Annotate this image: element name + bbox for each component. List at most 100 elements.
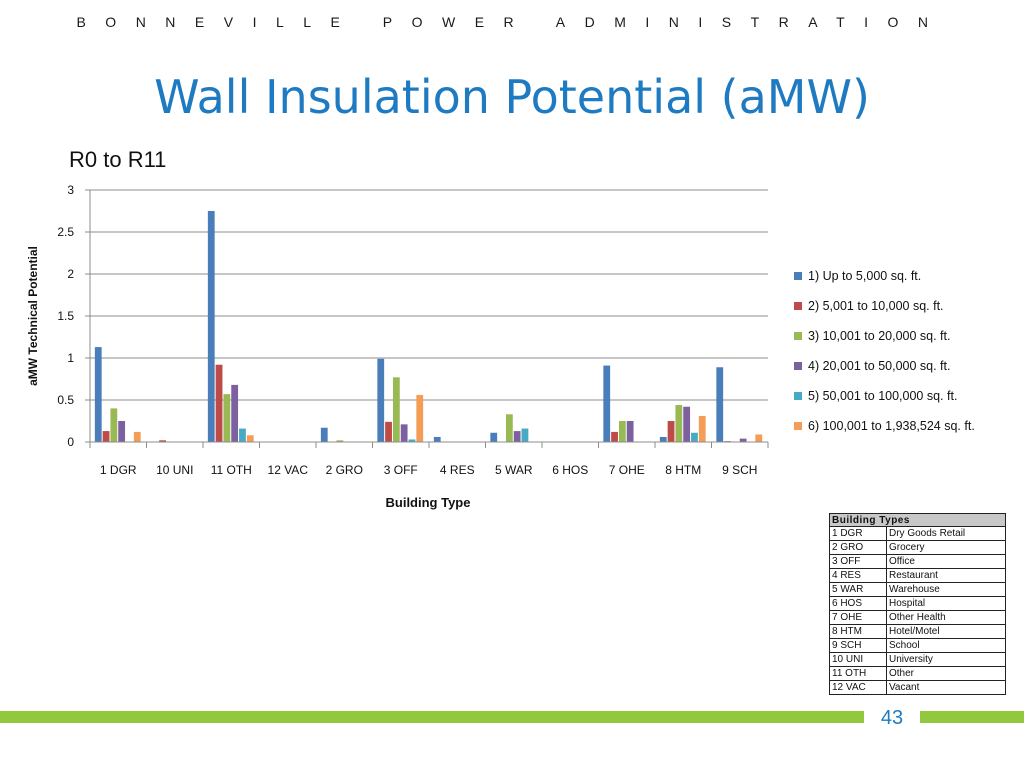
- bar: [490, 432, 498, 442]
- bar: [110, 408, 118, 442]
- y-axis-label: aMW Technical Potential: [26, 246, 40, 386]
- bar: [626, 421, 634, 442]
- bar: [716, 367, 724, 442]
- building-types-header-row: Building Types: [829, 513, 1006, 527]
- y-tick-label: 2.5: [57, 225, 74, 239]
- x-tick-label: 5 WAR: [495, 463, 533, 477]
- x-tick-label: 3 OFF: [384, 463, 418, 477]
- page-number-box: [864, 704, 920, 734]
- legend-label: 3) 10,001 to 20,000 sq. ft.: [808, 329, 950, 343]
- building-type-code: 6 HOS: [829, 596, 887, 611]
- building-type-name: Dry Goods Retail: [886, 526, 1006, 541]
- bar: [416, 394, 424, 442]
- bar: [611, 431, 618, 442]
- legend-swatch: [794, 392, 802, 400]
- building-type-code: 8 HTM: [829, 624, 887, 639]
- legend-swatch: [794, 272, 802, 280]
- x-tick-label: 6 HOS: [552, 463, 588, 477]
- building-type-row: 6 HOS Hospital: [829, 596, 1006, 611]
- building-type-code: 2 GRO: [829, 540, 887, 555]
- bar: [618, 421, 626, 442]
- bar: [400, 424, 408, 442]
- building-type-code: 3 OFF: [829, 554, 887, 569]
- legend-swatch: [794, 332, 802, 340]
- bar: [408, 439, 416, 442]
- slide-title: Wall Insulation Potential (aMW): [154, 70, 870, 124]
- bar: [755, 434, 763, 442]
- building-type-row: 9 SCH School: [829, 638, 1006, 653]
- bar: [320, 427, 328, 442]
- bar: [215, 364, 223, 442]
- building-type-name: Other: [886, 666, 1006, 681]
- building-type-code: 9 SCH: [829, 638, 887, 653]
- bar: [603, 365, 611, 442]
- y-tick-label: 2: [67, 267, 74, 281]
- x-tick-label: 11 OTH: [211, 463, 252, 477]
- y-tick-label: 1: [67, 351, 74, 365]
- bar: [336, 440, 344, 442]
- x-axis-label: Building Type: [386, 495, 471, 510]
- legend-swatch: [794, 362, 802, 370]
- bar: [231, 384, 239, 442]
- building-type-name: Office: [886, 554, 1006, 569]
- building-type-row: 11 OTH Other: [829, 666, 1006, 681]
- building-type-row: 1 DGR Dry Goods Retail: [829, 526, 1006, 541]
- building-type-row: 3 OFF Office: [829, 554, 1006, 569]
- x-tick-label: 7 OHE: [609, 463, 645, 477]
- legend-label: 5) 50,001 to 100,000 sq. ft.: [808, 389, 957, 403]
- building-type-code: 1 DGR: [829, 526, 887, 541]
- building-type-code: 7 OHE: [829, 610, 887, 625]
- bar: [691, 432, 698, 442]
- building-type-row: 8 HTM Hotel/Motel: [829, 624, 1006, 639]
- bar: [659, 436, 667, 442]
- building-types-header: Building Types: [829, 513, 1006, 527]
- bar: [377, 358, 385, 442]
- y-tick-label: 0: [67, 435, 74, 449]
- legend-swatch: [794, 302, 802, 310]
- bar: [505, 414, 513, 442]
- y-tick-label: 1.5: [57, 309, 74, 323]
- legend-swatch: [794, 422, 802, 430]
- bar: [159, 440, 166, 442]
- page-number: 43: [880, 707, 904, 729]
- footer-accent-bar: [0, 711, 1024, 723]
- bar-chart: R0 to R11 0 0.5 1 1.5 2 2.5 3 aMW Technical Pote…: [26, 147, 975, 510]
- x-tick-label: 8 HTM: [665, 463, 701, 477]
- building-type-name: School: [886, 638, 1006, 653]
- bar: [246, 435, 254, 442]
- chart-title: R0 to R11: [69, 147, 166, 172]
- x-tick-label: 2 GRO: [326, 463, 363, 477]
- x-tick-label: 10 UNI: [156, 463, 193, 477]
- building-type-name: Hotel/Motel: [886, 624, 1006, 639]
- bar: [739, 438, 747, 442]
- bar: [513, 431, 521, 442]
- bar: [239, 428, 246, 442]
- y-tick-label: 3: [67, 183, 74, 197]
- x-tick-label: 12 VAC: [268, 463, 309, 477]
- building-type-row: 2 GRO Grocery: [829, 540, 1006, 555]
- building-types-table: Building Types 1 DGR Dry Goods Retail 2 GR…: [829, 513, 1006, 695]
- bar: [667, 421, 675, 442]
- building-type-name: Warehouse: [886, 582, 1006, 597]
- bar: [683, 406, 691, 442]
- legend-label: 4) 20,001 to 50,000 sq. ft.: [808, 359, 950, 373]
- building-type-name: Hospital: [886, 596, 1006, 611]
- bar: [521, 428, 529, 442]
- building-type-row: 5 WAR Warehouse: [829, 582, 1006, 597]
- bar: [102, 431, 110, 442]
- building-type-name: Vacant: [886, 680, 1006, 695]
- bar: [675, 405, 683, 442]
- building-type-code: 12 VAC: [829, 680, 887, 695]
- building-type-code: 4 RES: [829, 568, 887, 583]
- bar: [223, 394, 231, 442]
- bar: [133, 431, 141, 442]
- legend-label: 2) 5,001 to 10,000 sq. ft.: [808, 299, 944, 313]
- bar: [207, 211, 215, 442]
- legend-label: 6) 100,001 to 1,938,524 sq. ft.: [808, 419, 975, 433]
- bar: [433, 436, 441, 442]
- x-tick-label: 1 DGR: [100, 463, 137, 477]
- bar: [698, 415, 706, 442]
- building-type-name: University: [886, 652, 1006, 667]
- building-type-row: 10 UNI University: [829, 652, 1006, 667]
- building-type-name: Grocery: [886, 540, 1006, 555]
